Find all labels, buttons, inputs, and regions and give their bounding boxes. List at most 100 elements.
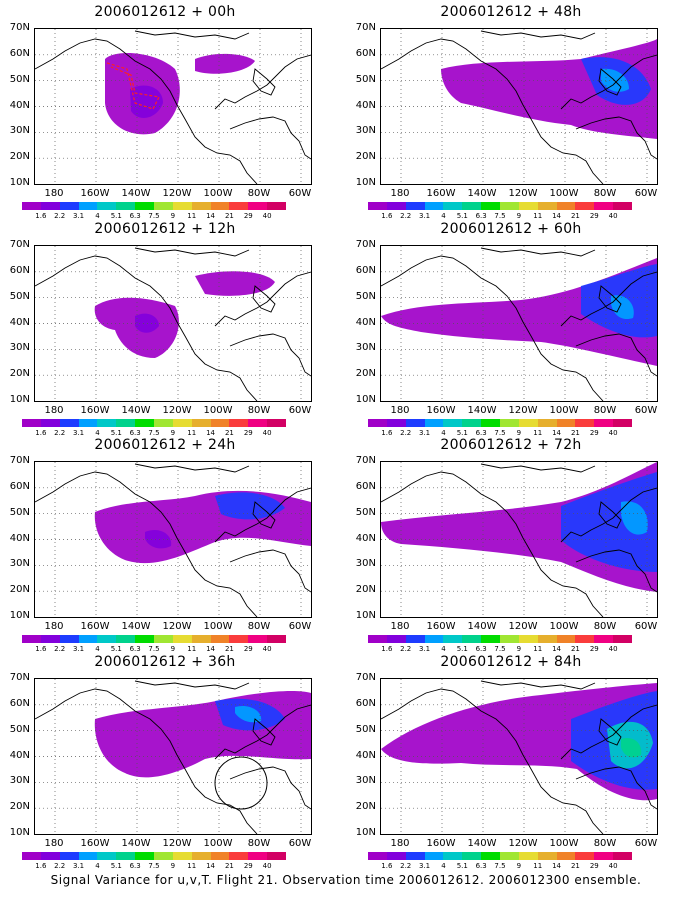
colorbar-level-label: 21 — [224, 212, 234, 220]
coastline — [35, 255, 258, 401]
coastline — [598, 501, 622, 529]
colorbar-swatch — [135, 635, 155, 643]
colorbar-level-label: 40 — [608, 212, 618, 220]
longitude-tick-label: 80W — [593, 621, 617, 632]
colorbar-level-label: 9 — [516, 212, 522, 220]
longitude-tick-label: 180 — [44, 621, 64, 632]
colorbar-level-label: 21 — [224, 645, 234, 653]
colorbar-swatch — [59, 202, 79, 210]
latitude-tick-label: 30N — [9, 775, 30, 787]
longitude-tick-label: 120W — [162, 838, 192, 849]
latitude-tick-label: 40N — [9, 316, 30, 328]
colorbar — [368, 635, 633, 643]
colorbar-swatch — [481, 202, 501, 210]
colorbar-level-label: 11 — [187, 645, 197, 653]
colorbar-level-label: 1.6 — [35, 429, 47, 437]
colorbar — [368, 852, 633, 860]
colorbar-swatch — [462, 635, 482, 643]
longitude-tick-label: 60W — [288, 838, 312, 849]
colorbar-swatch — [594, 852, 614, 860]
colorbar-level-label: 11 — [187, 212, 197, 220]
latitude-tick-label: 60N — [9, 480, 30, 492]
colorbar-swatch — [575, 202, 595, 210]
colorbar-level-label: 6.3 — [129, 862, 141, 870]
longitude-tick-label: 80W — [593, 838, 617, 849]
colorbar-level-label: 7.5 — [494, 212, 506, 220]
colorbar-level-label: 6.3 — [129, 429, 141, 437]
latitude-tick-label: 70N — [9, 672, 30, 683]
colorbar-swatch — [368, 635, 387, 643]
coastline — [381, 688, 604, 834]
colorbar-swatch — [613, 852, 633, 860]
map-panel: 2006012612 + 36h 70N 60N 50N 40N 30N 20N 10N 180… — [0, 654, 312, 870]
latitude-tick-label: 60N — [355, 47, 376, 59]
colorbar-level-label: 11 — [187, 429, 197, 437]
longitude-tick-label: 180 — [390, 405, 410, 416]
colorbar-level-label: 11 — [187, 862, 197, 870]
colorbar-swatch — [462, 852, 482, 860]
coastline — [252, 718, 276, 746]
longitude-tick-label: 140W — [121, 188, 151, 199]
colorbar-swatch — [172, 635, 192, 643]
colorbar-swatch — [59, 419, 79, 427]
latitude-tick-label: 70N — [355, 672, 376, 683]
latitude-tick-label: 20N — [355, 151, 376, 163]
colorbar-level-label: 3.1 — [418, 429, 431, 437]
colorbar-level-label: 5.1 — [456, 429, 468, 437]
colorbar-level-label: 21 — [224, 862, 234, 870]
map-plot-area — [380, 245, 658, 402]
longitude-tick-label: 140W — [467, 188, 497, 199]
colorbar-swatch — [443, 202, 463, 210]
colorbar-level-label: 7.5 — [494, 429, 506, 437]
colorbar-level-label: 29 — [243, 212, 253, 220]
coastline — [229, 549, 311, 593]
panel-title: 2006012612 + 36h — [94, 654, 236, 670]
longitude-tick-label: 140W — [121, 621, 151, 632]
longitude-tick-label: 120W — [508, 188, 538, 199]
colorbar-level-label: 1.6 — [381, 862, 393, 870]
latitude-tick-label: 60N — [355, 697, 376, 709]
colorbar-level-label: 3.1 — [72, 862, 85, 870]
latitude-tick-label: 40N — [9, 532, 30, 544]
colorbar-level-label: 5.1 — [110, 645, 122, 653]
colorbar-swatch — [248, 852, 268, 860]
map-plot-area — [380, 461, 658, 618]
colorbar-level-label: 7.5 — [148, 862, 160, 870]
latitude-tick-label: 30N — [355, 342, 376, 354]
colorbar-level-label: 2.2 — [400, 862, 412, 870]
longitude-tick-label: 120W — [508, 838, 538, 849]
colorbar-swatch — [191, 852, 211, 860]
longitude-tick-label: 180 — [44, 838, 64, 849]
colorbar-swatch — [40, 419, 60, 427]
coastline — [252, 501, 276, 529]
colorbar-level-label: 3.1 — [418, 645, 431, 653]
colorbar — [22, 635, 287, 643]
signal-variance-contour — [235, 705, 262, 723]
colorbar-swatch — [229, 852, 249, 860]
colorbar-level-label: 40 — [608, 429, 618, 437]
latitude-tick-label: 70N — [9, 455, 30, 466]
longitude-tick-label: 180 — [390, 188, 410, 199]
colorbar-level-label: 40 — [608, 862, 618, 870]
colorbar-swatch — [537, 852, 557, 860]
colorbar-swatch — [267, 852, 287, 860]
latitude-tick-label: 60N — [9, 264, 30, 276]
coastline — [560, 54, 657, 110]
colorbar-level-label: 6.3 — [475, 862, 487, 870]
colorbar-level-label: 21 — [570, 429, 580, 437]
colorbar-swatch — [229, 419, 249, 427]
map-panel: 2006012612 + 60h 70N 60N 50N 40N 30N 20N 10N 180… — [346, 221, 658, 437]
latitude-tick-label: 50N — [355, 290, 376, 302]
longitude-tick-label: 100W — [203, 188, 233, 199]
colorbar-level-label: 14 — [552, 212, 562, 220]
colorbar-level-label: 4 — [95, 212, 100, 220]
coastline — [35, 38, 258, 184]
coastline — [560, 487, 657, 543]
colorbar-level-label: 3.1 — [72, 212, 85, 220]
coastline — [35, 471, 258, 617]
colorbar-level-label: 2.2 — [54, 862, 66, 870]
coastline — [598, 68, 622, 96]
map-plot-area — [34, 245, 312, 402]
colorbar-level-label: 9 — [170, 212, 176, 220]
colorbar-swatch — [537, 202, 557, 210]
